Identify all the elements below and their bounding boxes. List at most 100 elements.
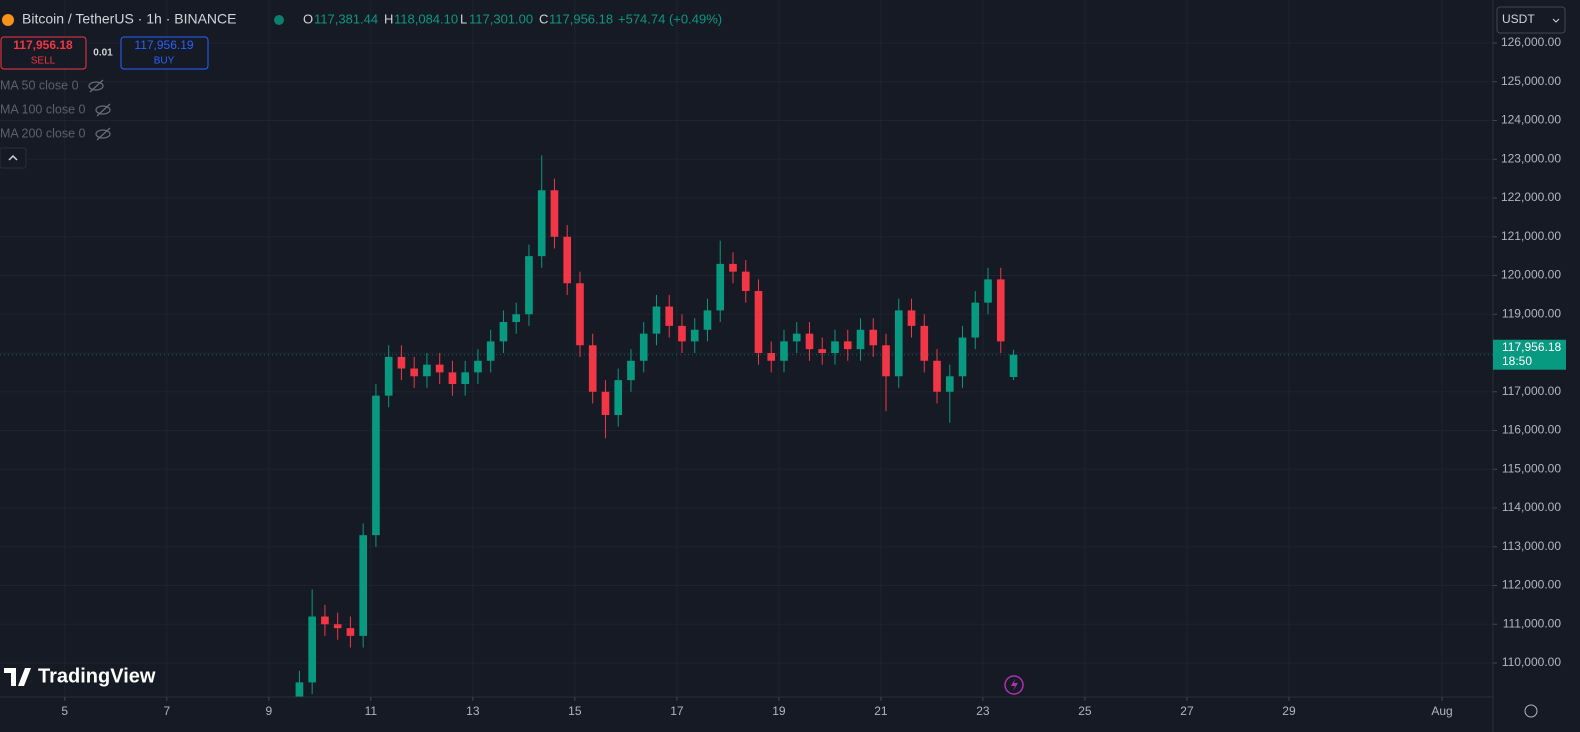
price-tag-value: 117,956.18 — [1502, 340, 1561, 354]
indicator[interactable]: MA 200 close 0 — [0, 126, 86, 140]
visibility-icons[interactable] — [88, 79, 111, 141]
y-tick-label: 117,000.00 — [1502, 384, 1561, 398]
candle-body — [920, 325, 929, 361]
candle-body — [780, 341, 788, 361]
candle-body — [372, 395, 380, 536]
candle-body — [805, 333, 814, 350]
candle-body — [639, 333, 648, 361]
x-tick-label: 25 — [1078, 704, 1092, 718]
y-tick-label: 110,000.00 — [1502, 655, 1561, 669]
candle-body — [652, 306, 661, 334]
candle-body — [576, 283, 584, 346]
sell-button[interactable] — [0, 36, 87, 70]
candle-body — [754, 291, 763, 354]
y-tick-label: 122,000.00 — [1501, 190, 1561, 204]
x-tick-label: 23 — [976, 704, 990, 718]
collapse-icon — [8, 154, 18, 161]
candle-body — [933, 360, 941, 392]
y-tick-label: 121,000.00 — [1501, 229, 1561, 243]
candle-body — [767, 353, 776, 361]
x-tick-label: 11 — [365, 704, 378, 718]
grid — [0, 0, 1493, 697]
y-tick-label: 116,000.00 — [1502, 423, 1561, 437]
candle-body — [1009, 354, 1018, 377]
dropdown-icon — [1552, 18, 1560, 23]
alert-bolt — [1011, 679, 1018, 691]
price-tag-countdown: 18:50 — [1502, 354, 1532, 368]
candle-body — [321, 616, 329, 625]
collapse-button[interactable] — [0, 147, 27, 169]
candle-body — [601, 391, 610, 416]
candle-body — [971, 302, 980, 338]
candle-body — [333, 624, 342, 629]
y-tick-label: 120,000.00 — [1501, 268, 1561, 282]
candle-body — [512, 314, 521, 323]
candle-body — [295, 682, 304, 697]
candle-body — [448, 372, 457, 385]
y-tick-label: 115,000.00 — [1502, 461, 1561, 475]
y-tick-label: 125,000.00 — [1501, 74, 1561, 88]
candle-body — [384, 356, 393, 396]
market-status — [274, 15, 284, 25]
candle-body — [894, 310, 903, 377]
ohlc-low: 117,301.00 — [469, 11, 533, 26]
candle-body — [856, 329, 865, 350]
x-tick-label: 13 — [466, 704, 480, 718]
candle-body — [435, 364, 444, 373]
symbol[interactable]: Bitcoin / TetherUS · 1h · BINANCE — [22, 11, 236, 27]
candle-body — [831, 341, 839, 354]
x-tick-label: 27 — [1180, 704, 1194, 718]
candle-body — [486, 341, 495, 361]
candle-body — [703, 310, 712, 330]
ohlc-h-label: H — [384, 11, 393, 26]
candle-body — [359, 535, 368, 636]
candle-body — [627, 360, 635, 381]
logo-text[interactable]: TradingView — [38, 665, 156, 687]
candle-body — [423, 364, 431, 377]
candle-body — [461, 372, 470, 385]
buy-button[interactable] — [120, 36, 209, 70]
x-tick-label: 29 — [1282, 704, 1296, 718]
alert-icon[interactable] — [1004, 675, 1024, 695]
candle-body — [550, 190, 559, 237]
candle-body — [958, 337, 967, 377]
candle-body — [537, 190, 546, 257]
candle-body — [308, 616, 316, 683]
ohlc-open: 117,381.44 — [314, 11, 378, 26]
buy-price: 117,956.19 — [134, 38, 193, 52]
candle-body — [741, 271, 750, 292]
candle-body — [563, 236, 572, 284]
y-tick-label: 112,000.00 — [1502, 578, 1561, 592]
logo-mark — [4, 668, 31, 686]
indicator[interactable]: MA 100 close 0 — [0, 102, 86, 116]
y-tick-label: 114,000.00 — [1502, 500, 1561, 514]
candle-body — [690, 329, 699, 342]
currency-selector[interactable] — [1496, 6, 1566, 34]
x-tick-label: 5 — [61, 704, 68, 718]
x-tick-label: 9 — [265, 704, 272, 718]
x-tick-label: Aug — [1431, 704, 1452, 718]
candle-body — [729, 263, 737, 272]
ohlc-close: 117,956.18 — [549, 11, 613, 26]
y-tick-label: 113,000.00 — [1502, 539, 1561, 553]
ohlc-high: 118,084.10 — [394, 11, 458, 26]
currency: USDT — [1502, 12, 1535, 26]
y-tick-label: 123,000.00 — [1501, 151, 1561, 165]
candle-body — [792, 333, 801, 342]
y-tick-label: 111,000.00 — [1503, 616, 1562, 630]
x-tick-label: 19 — [772, 704, 786, 718]
candle-body — [397, 356, 406, 369]
quantity[interactable]: 0.01 — [93, 48, 113, 59]
candle-body — [614, 380, 623, 416]
candle-body — [474, 360, 482, 373]
x-tick-label: 15 — [568, 704, 582, 718]
settings-icon[interactable] — [1524, 704, 1538, 718]
indicator[interactable]: MA 50 close 0 — [0, 78, 79, 92]
symbol-icon — [2, 14, 14, 26]
y-tick-label: 126,000.00 — [1501, 35, 1561, 49]
x-tick-label: 21 — [874, 704, 888, 718]
candle-body — [984, 279, 992, 303]
candle-body — [499, 322, 508, 342]
